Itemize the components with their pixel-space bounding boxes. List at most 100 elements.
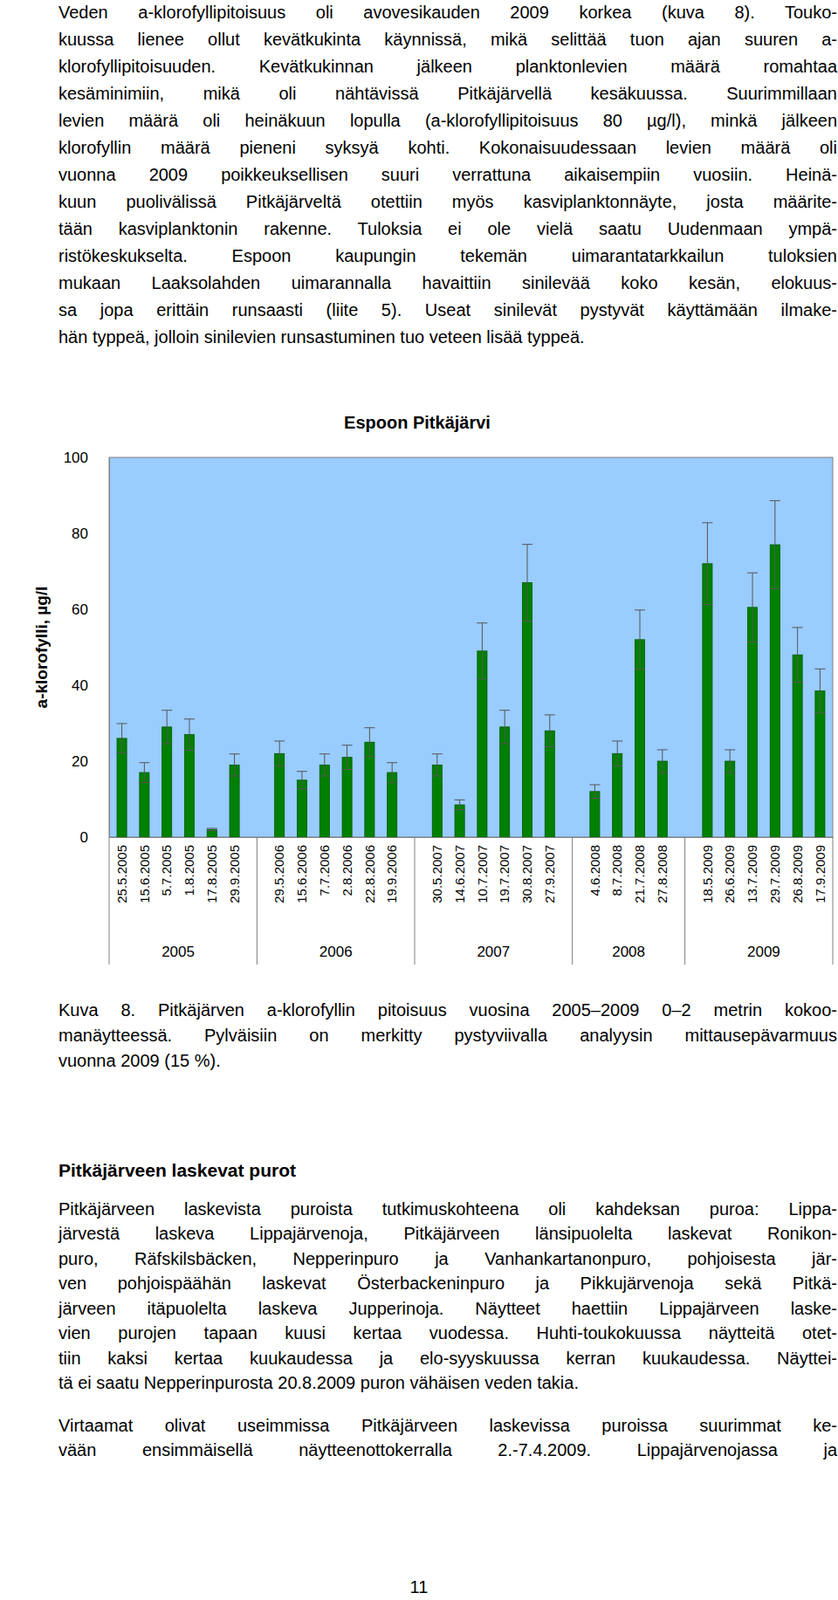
x-tick-label: 25.5.2005	[114, 844, 130, 904]
x-tick: 1.8.2005	[181, 837, 197, 896]
x-tick-label: 19.9.2006	[384, 844, 399, 904]
y-tick: 100	[63, 449, 110, 467]
y-tick-label: 60	[71, 601, 89, 619]
error-bar-cap	[274, 740, 285, 742]
error-bar-cap	[476, 622, 488, 624]
x-tick: 17.9.2009	[812, 837, 828, 904]
x-axis-line	[109, 837, 834, 838]
body-text-line: mukaan Laaksolahden uimarannalla havaitt…	[58, 269, 838, 297]
body-text-line: tään kasviplanktonin rakenne. Tuloksia e…	[58, 215, 838, 243]
error-bar	[499, 710, 510, 744]
y-axis-line	[109, 458, 110, 838]
error-bar-cap	[724, 748, 735, 750]
bar	[229, 764, 240, 838]
y-tick-label: 80	[71, 525, 89, 543]
error-bar-stem	[188, 719, 190, 751]
bar	[634, 639, 645, 838]
x-tick-label: 13.7.2009	[744, 844, 760, 904]
error-bar-cap	[138, 762, 150, 763]
error-bar-cap	[206, 830, 218, 832]
error-bar	[657, 749, 668, 773]
y-axis-title: a-klorofylli, µg/l	[32, 586, 51, 709]
error-bar	[184, 719, 195, 751]
y-tick-label: 40	[71, 677, 89, 694]
error-bar-cap	[274, 765, 285, 767]
error-bar	[432, 754, 443, 777]
x-tick-label: 30.5.2007	[429, 844, 445, 904]
error-bar	[116, 723, 128, 754]
error-bar-cap	[769, 588, 781, 590]
error-bar-cap	[206, 827, 218, 829]
error-bar	[634, 610, 646, 670]
group-label: 2007	[476, 943, 510, 961]
x-tick: 30.8.2007	[519, 837, 535, 904]
page-number: 11	[0, 1576, 838, 1598]
x-tick: 22.8.2006	[362, 837, 378, 904]
error-bar-cap	[476, 679, 488, 681]
bar	[792, 654, 803, 838]
x-tick: 30.5.2007	[429, 837, 445, 904]
error-bar-cap	[342, 744, 353, 746]
error-bar-cap	[432, 775, 443, 777]
x-tick-label: 29.7.2009	[767, 844, 783, 904]
x-tick: 29.5.2006	[271, 837, 287, 904]
error-bar-cap	[499, 709, 510, 711]
error-bar	[454, 799, 466, 810]
bar	[815, 691, 825, 838]
error-bar-cap	[432, 753, 443, 755]
x-tick-label: 27.8.2008	[654, 844, 670, 904]
error-bar-stem	[346, 745, 348, 770]
x-tick-label: 15.6.2005	[137, 844, 152, 904]
error-bar-stem	[774, 501, 776, 590]
group-separator	[256, 837, 258, 965]
error-bar	[386, 762, 398, 784]
body-text-line: Pitkäjärveen laskevista puroista tutkimu…	[58, 1196, 838, 1223]
x-tick: 27.8.2008	[654, 837, 670, 904]
error-bar-cap	[138, 782, 150, 784]
body-text-line: kesäminimiin, mikä oli nähtävissä Pitkäj…	[58, 80, 838, 108]
page: Veden a-klorofyllipitoisuus oli avovesik…	[0, 0, 838, 1600]
x-tick-label: 10.7.2007	[474, 844, 490, 904]
x-tick: 27.9.2007	[542, 837, 557, 904]
error-bar-cap	[342, 769, 353, 770]
body-text-line: Veden a-klorofyllipitoisuus oli avovesik…	[58, 0, 838, 27]
error-bar-cap	[657, 772, 668, 774]
x-tick-label: 8.7.2008	[609, 844, 625, 896]
error-bar-cap	[386, 762, 398, 763]
error-bar	[296, 771, 308, 790]
bar	[500, 727, 510, 838]
error-bar-stem	[752, 572, 754, 642]
y-tick: 0	[80, 829, 110, 846]
error-bar-cap	[701, 522, 713, 523]
body-text-line: vien purojen tapaan kuusi kertaa vuodess…	[58, 1320, 838, 1347]
x-tick: 18.5.2009	[700, 837, 715, 904]
bar	[725, 761, 735, 838]
x-tick-label: 5.7.2005	[158, 844, 174, 896]
error-bar-stem	[166, 710, 168, 744]
error-bar-cap	[769, 500, 781, 502]
x-tick-label: 14.6.2007	[452, 844, 468, 904]
body-text-line: klorofyllipitoisuuden. Kevätkukinnan jäl…	[58, 53, 838, 81]
error-bar-cap	[296, 770, 308, 772]
bar	[432, 764, 442, 838]
bar	[612, 753, 623, 838]
x-tick-label: 29.5.2006	[271, 844, 287, 904]
y-tick-label: 20	[71, 753, 89, 770]
y-axis: 0 20 40 60 80 100	[63, 449, 110, 846]
error-bar-stem	[301, 771, 303, 790]
x-tick: 8.7.2008	[609, 837, 625, 896]
x-tick-label: 26.8.2009	[789, 844, 805, 904]
error-bar-cap	[814, 712, 825, 714]
bar	[184, 734, 194, 838]
x-tick: 10.7.2007	[474, 837, 490, 904]
error-bar-stem	[707, 522, 708, 605]
bar	[454, 804, 465, 838]
error-bar-cap	[634, 609, 646, 611]
error-bar	[814, 668, 825, 713]
bar	[702, 563, 713, 838]
error-bar-stem	[323, 754, 325, 777]
error-bar-cap	[589, 797, 600, 799]
error-bar-stem	[594, 784, 596, 799]
bar	[274, 753, 285, 838]
error-bar-cap	[364, 727, 375, 729]
